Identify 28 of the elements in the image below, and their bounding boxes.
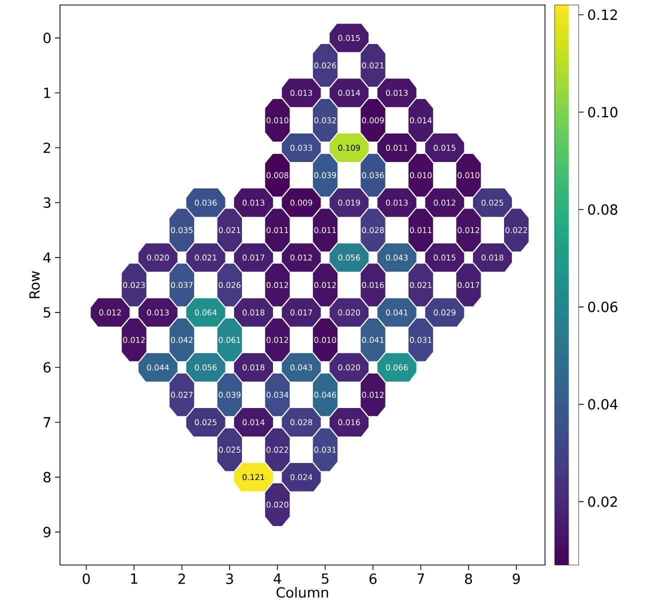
y-tick-label: 9	[43, 526, 50, 538]
x-tick-label: 1	[131, 574, 138, 584]
color-bar-label: 0.12	[588, 9, 617, 20]
y-tick-label: 5	[44, 307, 50, 318]
x-axis-title: Column	[276, 586, 328, 598]
y-tick-label: 0	[44, 32, 51, 44]
y-tick-label: 8	[44, 472, 51, 482]
y-tick-label: 4	[43, 252, 51, 263]
color-bar-label: 0.04	[588, 399, 618, 410]
color-bar-label: 0.08	[588, 204, 618, 215]
y-tick-label: 2	[44, 142, 50, 153]
x-tick-label: 7	[417, 574, 424, 584]
x-tick-label: 5	[322, 574, 328, 584]
x-tick-label: 6	[370, 574, 377, 584]
x-tick-label: 8	[465, 574, 472, 584]
x-tick-label: 9	[512, 574, 520, 584]
x-tick-label: 3	[226, 574, 233, 584]
color-bar-label: 0.10	[588, 106, 618, 118]
color-bar-label: 0.06	[588, 302, 618, 312]
y-tick-label: 3	[44, 197, 50, 208]
x-tick-label: 2	[178, 574, 185, 584]
y-tick-label: 1	[44, 88, 50, 98]
y-tick-label: 6	[44, 362, 51, 373]
x-tick-label: 4	[274, 574, 282, 584]
x-tick-label: 0	[82, 574, 90, 584]
y-tick-label: 7	[44, 417, 50, 428]
y-axis-title: Row	[29, 271, 40, 298]
color-bar-label: 0.02	[588, 496, 617, 507]
